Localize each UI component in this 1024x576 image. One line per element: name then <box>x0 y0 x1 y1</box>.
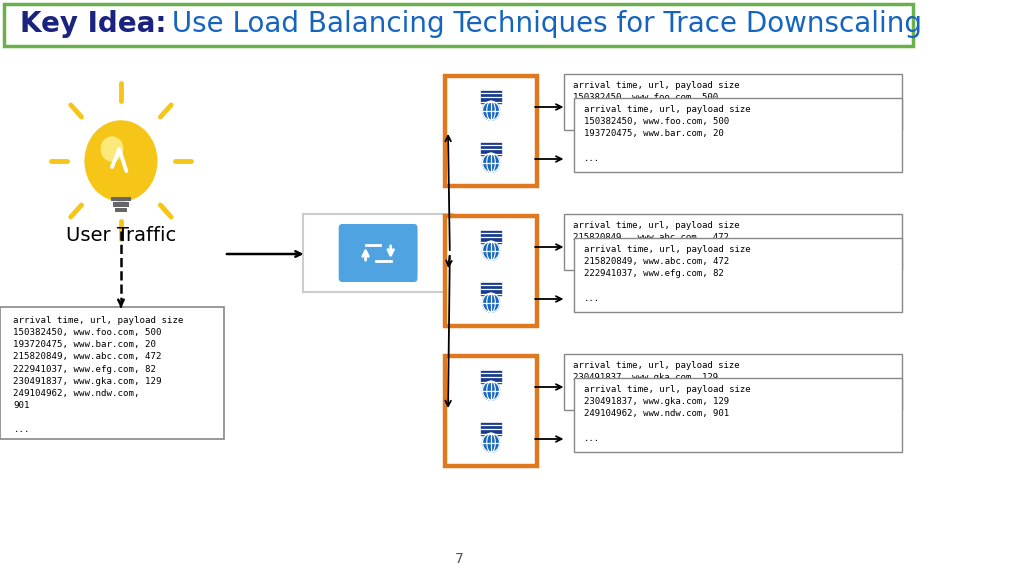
Circle shape <box>482 241 500 260</box>
FancyBboxPatch shape <box>4 4 913 46</box>
FancyBboxPatch shape <box>574 238 902 312</box>
Bar <box>115 208 127 212</box>
FancyBboxPatch shape <box>479 282 503 297</box>
FancyBboxPatch shape <box>445 356 537 466</box>
Circle shape <box>482 293 500 312</box>
FancyBboxPatch shape <box>563 74 902 130</box>
Text: arrival time, url, payload size
215820849,  www.abc.com,  472: arrival time, url, payload size 21582084… <box>573 221 740 242</box>
FancyBboxPatch shape <box>479 142 503 157</box>
Text: User Traffic: User Traffic <box>66 226 176 245</box>
Text: arrival time, url, payload size
150382450, www.foo.com, 500
193720475, www.bar.c: arrival time, url, payload size 15038245… <box>13 316 184 434</box>
FancyBboxPatch shape <box>479 370 503 385</box>
Circle shape <box>482 101 500 120</box>
Text: Use Load Balancing Techniques for Trace Downscaling: Use Load Balancing Techniques for Trace … <box>163 10 922 39</box>
Bar <box>113 202 129 207</box>
Circle shape <box>85 121 157 201</box>
FancyBboxPatch shape <box>0 307 224 439</box>
Text: arrival time, url, payload size
150382450, www.foo.com, 500
193720475, www.bar.c: arrival time, url, payload size 15038245… <box>585 105 751 162</box>
Circle shape <box>482 433 500 452</box>
FancyBboxPatch shape <box>479 230 503 245</box>
Text: arrival time, url, payload size
230491837, www.gka.com, 129: arrival time, url, payload size 23049183… <box>573 361 740 382</box>
Text: arrival time, url, payload size
150382450, www.foo.com, 500: arrival time, url, payload size 15038245… <box>573 81 740 102</box>
FancyBboxPatch shape <box>445 76 537 186</box>
FancyBboxPatch shape <box>303 214 454 292</box>
FancyBboxPatch shape <box>563 354 902 410</box>
Bar <box>112 197 131 201</box>
FancyBboxPatch shape <box>445 216 537 326</box>
Text: arrival time, url, payload size
215820849, www.abc.com, 472
222941037, www.efg.c: arrival time, url, payload size 21582084… <box>585 245 751 302</box>
FancyBboxPatch shape <box>574 378 902 452</box>
FancyBboxPatch shape <box>574 98 902 172</box>
FancyBboxPatch shape <box>563 214 902 270</box>
Text: 7: 7 <box>455 552 463 566</box>
FancyBboxPatch shape <box>479 422 503 437</box>
FancyBboxPatch shape <box>339 224 418 282</box>
Circle shape <box>101 137 123 161</box>
FancyBboxPatch shape <box>479 90 503 105</box>
Circle shape <box>482 153 500 172</box>
Text: arrival time, url, payload size
230491837, www.gka.com, 129
249104962, www.ndw.c: arrival time, url, payload size 23049183… <box>585 385 751 442</box>
Circle shape <box>482 381 500 400</box>
Text: Key Idea:: Key Idea: <box>19 10 166 39</box>
